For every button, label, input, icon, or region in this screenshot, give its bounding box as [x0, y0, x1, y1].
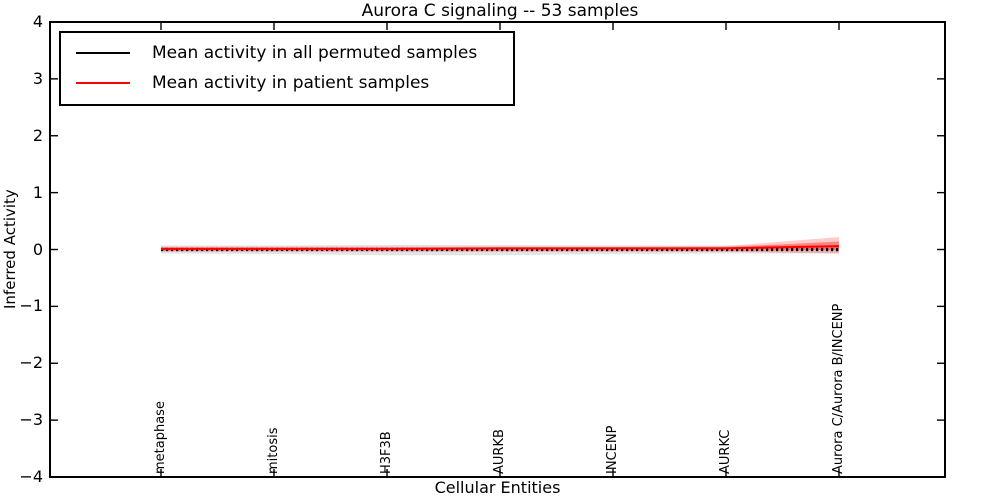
y-tick-label: 0 [32, 239, 43, 259]
y-tick-label: −3 [19, 410, 43, 430]
y-tick-label: −4 [19, 467, 43, 486]
y-tick-label: 4 [32, 12, 43, 31]
legend-entry-permuted: Mean activity in all permuted samples [61, 38, 513, 68]
chart-title: Aurora C signaling -- 53 samples [361, 1, 639, 21]
y-tick-label: −1 [19, 296, 43, 316]
x-tick-label: mitosis [266, 427, 281, 474]
x-tick-label: AURKB [492, 429, 507, 474]
y-tick-label: 2 [32, 125, 43, 145]
legend-label: Mean activity in all permuted samples [152, 43, 478, 63]
x-tick-label: H3F3B [379, 431, 394, 474]
series-line [161, 245, 840, 250]
legend-entry-patient: Mean activity in patient samples [61, 68, 513, 98]
legend: Mean activity in all permuted samples Me… [59, 31, 515, 106]
x-tick-label: INCENP [605, 425, 620, 474]
black-line-swatch [76, 52, 130, 54]
x-tick-label: AURKC [718, 429, 733, 474]
y-tick-label: 3 [32, 68, 43, 88]
x-axis-label: Cellular Entities [434, 478, 561, 497]
legend-label: Mean activity in patient samples [152, 73, 430, 93]
x-tick-label: Aurora C/Aurora B/INCENP [831, 303, 846, 474]
red-line-swatch [76, 82, 130, 84]
x-tick-label: metaphase [153, 401, 168, 474]
y-tick-label: −2 [19, 353, 43, 373]
y-tick-label: 1 [32, 182, 43, 202]
axes-frame [49, 21, 946, 478]
